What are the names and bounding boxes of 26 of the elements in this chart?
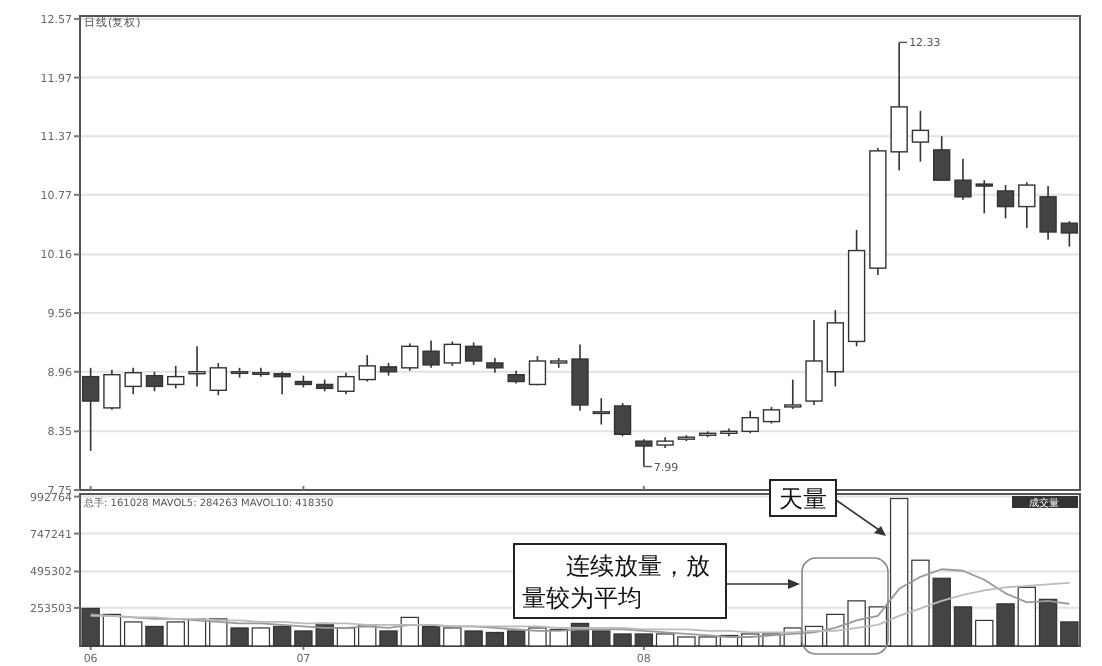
candlestick <box>188 345 206 388</box>
candlestick <box>422 339 440 369</box>
candlestick <box>954 157 972 201</box>
candlestick <box>571 343 589 412</box>
candlestick <box>401 342 419 372</box>
annotation: 连续放量，放量较为平均 <box>522 552 710 612</box>
line-series <box>89 581 1071 634</box>
candlestick <box>975 179 993 215</box>
candlestick <box>337 371 355 396</box>
candlestick <box>1060 220 1079 248</box>
candlestick <box>933 135 951 181</box>
candlestick <box>167 365 185 390</box>
candlestick <box>592 397 610 426</box>
candlestick <box>528 355 547 387</box>
candlestick <box>741 410 759 435</box>
candlestick <box>996 184 1015 220</box>
candlestick <box>805 319 823 406</box>
candlestick <box>209 362 227 396</box>
candlestick <box>464 341 483 366</box>
candlestick <box>613 402 632 438</box>
candlestick <box>443 340 462 367</box>
annotation: 天量 <box>779 485 827 513</box>
candlestick <box>911 110 930 163</box>
candlestick <box>145 370 164 393</box>
candlestick <box>358 354 376 383</box>
candlestick <box>784 378 802 410</box>
